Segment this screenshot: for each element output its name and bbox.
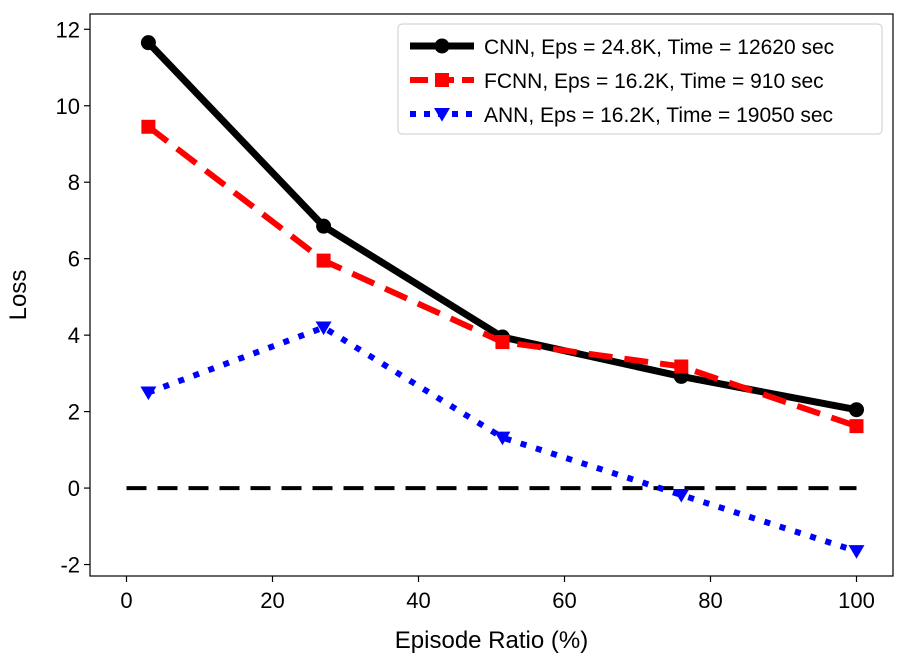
legend-entry: FCNN, Eps = 16.2K, Time = 910 sec bbox=[410, 70, 824, 93]
x-tick-label: 100 bbox=[838, 588, 875, 613]
y-tick-label: 2 bbox=[68, 400, 80, 425]
data-point bbox=[674, 359, 689, 374]
data-point bbox=[848, 545, 865, 559]
x-axis-title: Episode Ratio (%) bbox=[395, 627, 588, 654]
data-point bbox=[495, 335, 510, 350]
data-point bbox=[315, 321, 332, 336]
y-tick-label: 12 bbox=[56, 17, 80, 42]
series-line bbox=[146, 124, 858, 429]
y-axis-title: Loss bbox=[5, 270, 32, 321]
legend-marker bbox=[435, 73, 449, 87]
legend-marker bbox=[434, 38, 450, 54]
y-tick-label: 0 bbox=[68, 476, 80, 501]
series-1 bbox=[141, 119, 864, 434]
legend-entry: CNN, Eps = 24.8K, Time = 12620 sec bbox=[410, 36, 834, 59]
legend-entry: ANN, Eps = 16.2K, Time = 19050 sec bbox=[410, 104, 833, 127]
y-tick-label: 6 bbox=[68, 247, 80, 272]
data-point bbox=[849, 402, 864, 418]
data-point bbox=[316, 253, 331, 268]
legend: CNN, Eps = 24.8K, Time = 12620 sec FCNN, … bbox=[397, 23, 883, 135]
y-tick-label: 10 bbox=[56, 94, 80, 119]
legend-marker bbox=[434, 108, 450, 122]
x-tick-label: 40 bbox=[406, 588, 430, 613]
legend-label: CNN, Eps = 24.8K, Time = 12620 sec bbox=[484, 36, 834, 59]
data-point bbox=[141, 119, 156, 134]
legend-box bbox=[397, 23, 883, 135]
x-tick-label: 0 bbox=[120, 588, 132, 613]
data-point bbox=[494, 431, 511, 446]
x-tick-label: 80 bbox=[698, 588, 722, 613]
y-tick-label: 8 bbox=[68, 170, 80, 195]
data-point bbox=[140, 386, 157, 401]
x-tick-label: 20 bbox=[260, 588, 284, 613]
y-tick-label: 4 bbox=[68, 323, 80, 348]
x-tick-label: 60 bbox=[552, 588, 576, 613]
plot-frame bbox=[89, 13, 894, 577]
y-tick-label: -2 bbox=[60, 553, 80, 578]
legend-label: FCNN, Eps = 16.2K, Time = 910 sec bbox=[484, 70, 824, 93]
legend-label: ANN, Eps = 16.2K, Time = 19050 sec bbox=[484, 104, 833, 127]
data-point bbox=[140, 35, 156, 51]
data-point bbox=[849, 419, 864, 434]
data-point bbox=[316, 218, 332, 234]
data-point bbox=[673, 488, 690, 503]
series-2 bbox=[140, 321, 865, 559]
